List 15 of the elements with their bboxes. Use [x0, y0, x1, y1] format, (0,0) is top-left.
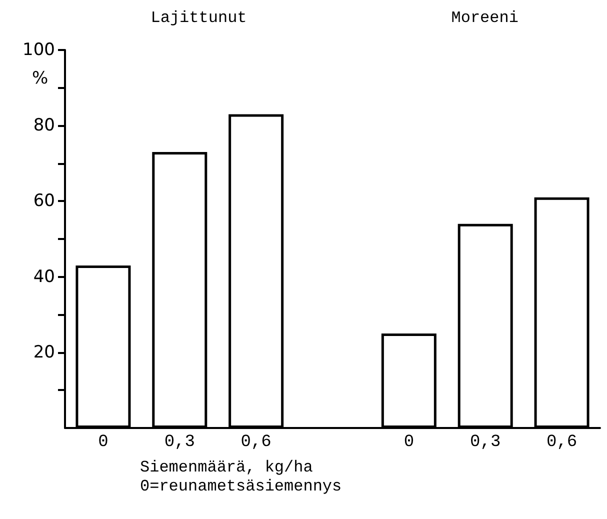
x-axis-title: Siemenmäärä, kg/ha 0=reunametsäsiemennys [140, 458, 342, 496]
y-tick-label: 40 [33, 266, 55, 287]
text: Moreeni [451, 9, 518, 27]
x-tick-label: 0 [98, 433, 108, 452]
x-tick-label: 0,6 [546, 433, 578, 452]
y-tick-label: 100 [22, 40, 55, 60]
text: Lajittunut [150, 9, 247, 27]
x-tick-label: 0,6 [240, 433, 272, 452]
x-tick-label: 0,3 [164, 433, 195, 452]
y-tick-label: 80 [33, 116, 55, 136]
y-tick-label: 20 [33, 342, 55, 362]
y-axis-title: % [32, 68, 48, 88]
x-tick-label: 0 [404, 433, 414, 452]
x-tick-label: 0,3 [470, 433, 501, 452]
y-tick-label: 60 [33, 191, 55, 212]
